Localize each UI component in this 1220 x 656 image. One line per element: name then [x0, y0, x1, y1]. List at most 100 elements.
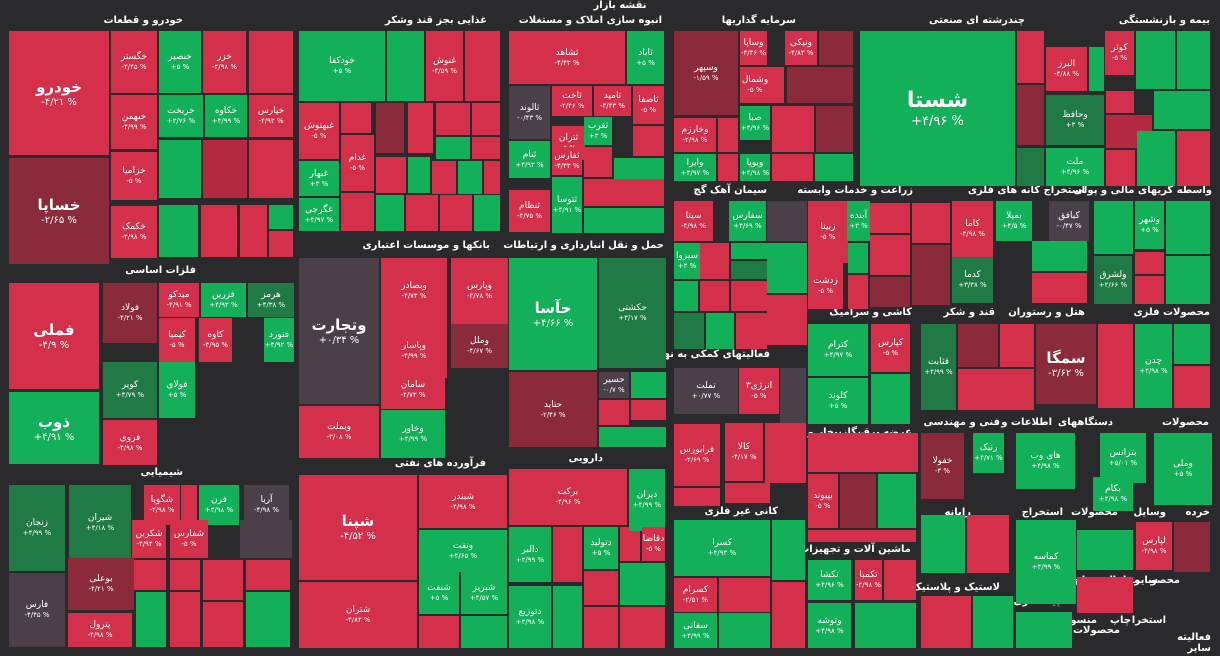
stock-tile[interactable]: زدشت -۵ % — [808, 263, 843, 309]
filler-tile[interactable] — [1137, 131, 1175, 186]
stock-tile[interactable]: فولای +۵ % — [159, 362, 195, 418]
filler-tile[interactable] — [1174, 324, 1210, 364]
filler-tile[interactable] — [772, 582, 805, 648]
filler-tile[interactable] — [718, 154, 738, 181]
stock-tile[interactable]: البرز -۴/۸۸ % — [1046, 47, 1087, 91]
stock-tile[interactable]: شگویا -۴/۹۸ % — [144, 485, 180, 525]
filler-tile[interactable] — [1174, 366, 1210, 408]
stock-tile[interactable]: خکاوه +۴/۹۹ % — [205, 95, 247, 137]
filler-tile[interactable] — [770, 67, 784, 103]
stock-tile[interactable]: قثابت +۴/۹۹ % — [921, 324, 956, 410]
filler-tile[interactable] — [840, 474, 876, 528]
stock-tile[interactable]: آبنده +۳ % — [847, 201, 870, 241]
filler-tile[interactable] — [408, 103, 433, 153]
filler-tile[interactable] — [700, 243, 729, 279]
filler-tile[interactable] — [1000, 324, 1034, 367]
stock-tile[interactable]: شپنا -۴/۵۲ % — [299, 475, 417, 580]
filler-tile[interactable] — [736, 313, 767, 349]
stock-tile[interactable]: دیران +۴/۹۹ % — [629, 469, 665, 531]
stock-tile[interactable]: فارس -۴/۴۵ % — [9, 573, 65, 647]
filler-tile[interactable] — [967, 515, 1009, 573]
stock-tile[interactable]: وبملت -۳/۰۸ % — [299, 406, 379, 458]
filler-tile[interactable] — [432, 161, 456, 194]
filler-tile[interactable] — [674, 488, 720, 506]
stock-tile[interactable]: فزرین +۴/۹۲ % — [201, 283, 246, 317]
stock-tile[interactable]: زبینا -۵ % — [808, 201, 848, 263]
stock-tile[interactable]: آریا -۴/۹۸ % — [244, 485, 289, 525]
filler-tile[interactable] — [871, 374, 910, 424]
stock-tile[interactable]: وپارس -۴/۷۸ % — [451, 258, 508, 324]
stock-tile[interactable]: کدما +۳/۳۸ % — [952, 257, 993, 303]
stock-tile[interactable]: خبهمن -۴/۹۹ % — [111, 95, 157, 149]
stock-tile[interactable]: بوعلی -۴/۲۱ % — [68, 558, 134, 610]
stock-tile[interactable]: وخاور +۴/۹۹ % — [381, 410, 445, 458]
filler-tile[interactable] — [406, 195, 438, 231]
filler-tile[interactable] — [706, 313, 734, 349]
filler-tile[interactable] — [341, 193, 374, 231]
stock-tile[interactable]: کلوند +۵ % — [808, 378, 868, 424]
stock-tile[interactable]: خفولا -۳ % — [921, 433, 964, 499]
stock-tile[interactable]: سفارس +۴/۶۹ % — [729, 201, 766, 241]
stock-tile[interactable]: ونیکی -۴/۸۳ % — [785, 31, 817, 65]
filler-tile[interactable] — [731, 261, 767, 279]
filler-tile[interactable] — [246, 592, 290, 647]
stock-tile[interactable]: شستا +۴/۹۶ % — [860, 31, 1015, 186]
stock-tile[interactable]: شبندر -۴/۹۸ % — [419, 475, 507, 528]
stock-tile[interactable]: کاما -۴/۹۸ % — [952, 201, 993, 257]
filler-tile[interactable] — [921, 596, 971, 648]
stock-tile[interactable]: وملی +۵ % — [1154, 433, 1212, 505]
stock-tile[interactable]: شنفت +۵ % — [419, 572, 459, 614]
stock-tile[interactable]: چدن +۴/۹۸ % — [1135, 324, 1172, 408]
filler-tile[interactable] — [1166, 201, 1210, 254]
filler-tile[interactable] — [246, 560, 290, 590]
filler-tile[interactable] — [808, 433, 918, 472]
filler-tile[interactable] — [780, 368, 806, 428]
filler-tile[interactable] — [472, 137, 500, 159]
stock-tile[interactable]: شبریز +۴/۵۷ % — [461, 572, 507, 614]
filler-tile[interactable] — [921, 515, 965, 573]
stock-tile[interactable]: دالبر +۴/۹۹ % — [509, 527, 551, 582]
filler-tile[interactable] — [772, 106, 814, 152]
stock-tile[interactable]: ذوب +۴/۹۱ % — [9, 392, 99, 464]
filler-tile[interactable] — [203, 560, 243, 600]
stock-tile[interactable]: شکربن -۴/۹۴ % — [132, 520, 166, 558]
stock-tile[interactable]: ثنام +۴/۹۲ % — [509, 141, 550, 178]
filler-tile[interactable] — [815, 154, 853, 181]
filler-tile[interactable] — [878, 474, 916, 528]
stock-tile[interactable]: وشمال -۵ % — [740, 67, 770, 103]
stock-tile[interactable]: خپارس -۴/۹۳ % — [249, 95, 293, 137]
stock-tile[interactable]: وتجارت +۰/۳۴ % — [299, 258, 379, 404]
stock-tile[interactable]: غنوش -۴/۵۹ % — [426, 31, 463, 101]
filler-tile[interactable] — [725, 483, 770, 503]
filler-tile[interactable] — [1154, 91, 1210, 129]
stock-tile[interactable]: رنیک +۴/۷۱ % — [973, 433, 1004, 473]
filler-tile[interactable] — [633, 126, 664, 156]
filler-tile[interactable] — [553, 527, 582, 582]
filler-tile[interactable] — [1094, 201, 1133, 254]
stock-tile[interactable]: خساپا -۲/۶۵ % — [9, 158, 109, 264]
filler-tile[interactable] — [719, 578, 770, 612]
stock-tile[interactable]: خنصیر +۵ % — [159, 31, 201, 93]
filler-tile[interactable] — [553, 586, 582, 648]
stock-tile[interactable]: غدام -۵ % — [341, 135, 374, 191]
stock-tile[interactable]: دقاضا -۵ % — [642, 527, 665, 561]
stock-tile[interactable]: فنورد +۴/۹۲ % — [264, 318, 294, 362]
filler-tile[interactable] — [341, 103, 371, 133]
stock-tile[interactable]: سبزوا +۳ % — [674, 243, 700, 279]
filler-tile[interactable] — [819, 31, 853, 65]
filler-tile[interactable] — [700, 281, 729, 311]
stock-tile[interactable]: لپارس -۴/۹۸ % — [1136, 522, 1172, 570]
stock-tile[interactable]: فرن +۴/۹۸ % — [199, 485, 239, 525]
stock-tile[interactable]: ثفارس -۴/۴۳ % — [552, 147, 582, 175]
stock-tile[interactable]: ثنظام -۴/۷۵ % — [509, 190, 550, 232]
filler-tile[interactable] — [855, 603, 916, 648]
filler-tile[interactable] — [408, 157, 430, 193]
stock-tile[interactable]: بکام +۴/۹۸ % — [1093, 477, 1133, 511]
stock-tile[interactable]: کترام +۴/۹۷ % — [808, 324, 868, 376]
stock-tile[interactable]: شتران -۴/۸۳ % — [299, 582, 417, 648]
stock-tile[interactable]: کاوه -۴/۹۵ % — [199, 318, 232, 362]
stock-tile[interactable]: سمگا -۳/۶۲ % — [1036, 324, 1096, 404]
stock-tile[interactable]: وسپهر -۱/۵۹ % — [674, 31, 738, 115]
stock-tile[interactable]: خکمک -۴/۹۸ % — [111, 206, 157, 258]
stock-tile[interactable]: ولشرق +۲/۶۶ % — [1094, 256, 1132, 304]
